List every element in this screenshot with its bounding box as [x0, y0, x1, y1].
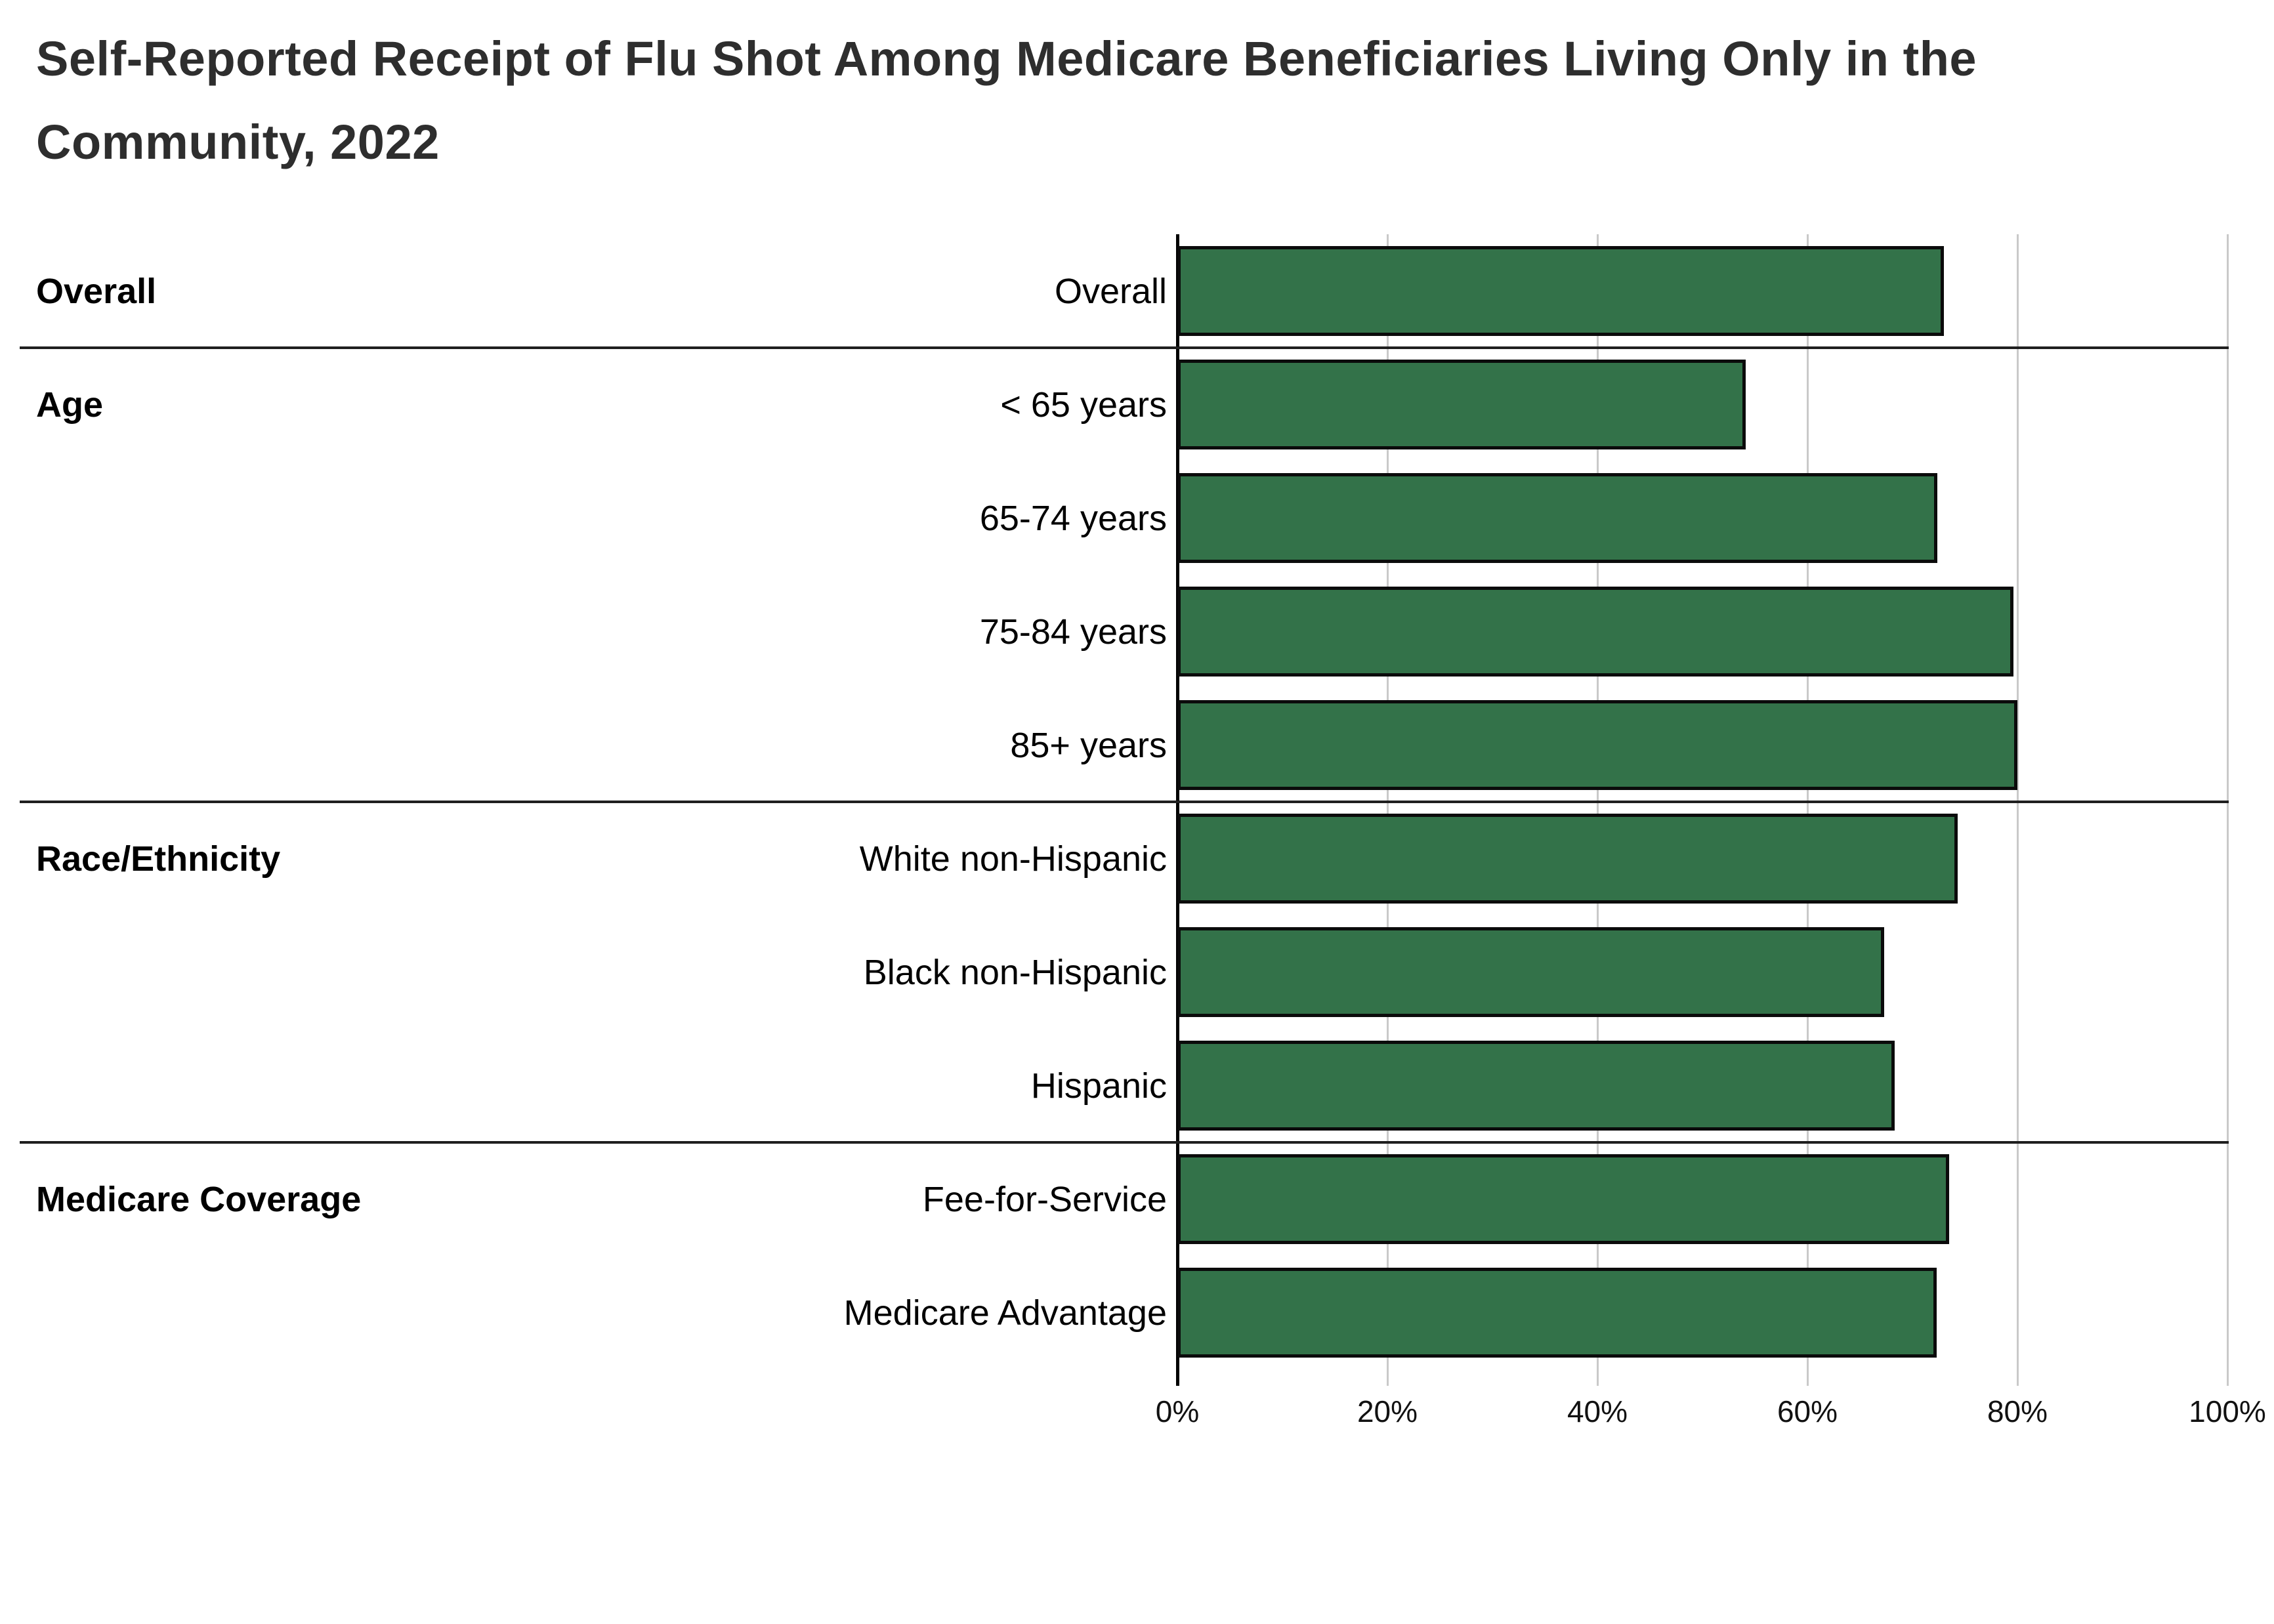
chart-row: Medicare Advantage	[0, 1256, 2274, 1369]
chart-title: Self-Reported Receipt of Flu Shot Among …	[36, 17, 2254, 184]
category-label: 65-74 years	[979, 498, 1167, 538]
bar	[1177, 246, 1944, 336]
chart-row: < 65 years	[0, 348, 2274, 461]
chart-row: White non-Hispanic	[0, 802, 2274, 915]
group-separator	[20, 801, 2229, 803]
category-label: 85+ years	[1010, 725, 1167, 765]
chart-row: 85+ years	[0, 688, 2274, 802]
chart-row: Fee-for-Service	[0, 1142, 2274, 1256]
bar	[1177, 1041, 1895, 1131]
category-label: < 65 years	[1000, 385, 1167, 425]
chart-row: Black non-Hispanic	[0, 915, 2274, 1029]
bar	[1177, 1268, 1937, 1358]
gridline-40	[1596, 234, 1599, 1386]
bar	[1177, 473, 1938, 563]
chart-row: Overall	[0, 234, 2274, 348]
group-label: Age	[36, 385, 104, 425]
bar	[1177, 700, 2017, 790]
bar	[1177, 814, 1958, 904]
category-label: Medicare Advantage	[843, 1293, 1167, 1333]
chart-title-line2: Community, 2022	[36, 115, 440, 170]
gridline-100	[2226, 234, 2229, 1386]
x-tick-label: 40%	[1567, 1394, 1628, 1428]
gridline-80	[2016, 234, 2019, 1386]
bar	[1177, 587, 2013, 677]
category-label: 75-84 years	[979, 612, 1167, 652]
chart-row: 65-74 years	[0, 461, 2274, 575]
bar	[1177, 360, 1746, 449]
y-axis-line	[1175, 234, 1179, 1386]
group-label: Overall	[36, 271, 157, 311]
group-label: Medicare Coverage	[36, 1179, 362, 1219]
bar	[1177, 1154, 1949, 1244]
group-label: Race/Ethnicity	[36, 839, 281, 879]
x-tick-label: 60%	[1777, 1394, 1838, 1428]
chart-title-line1: Self-Reported Receipt of Flu Shot Among …	[36, 31, 1977, 86]
gridline-20	[1386, 234, 1389, 1386]
gridline-60	[1806, 234, 1809, 1386]
category-label: Black non-Hispanic	[863, 952, 1167, 992]
category-label: Fee-for-Service	[922, 1179, 1167, 1219]
category-label: White non-Hispanic	[859, 839, 1167, 879]
bar	[1177, 927, 1884, 1017]
chart-row: 75-84 years	[0, 575, 2274, 688]
x-tick-label: 100%	[2189, 1394, 2266, 1428]
category-label: Overall	[1054, 271, 1167, 311]
chart-row: Hispanic	[0, 1029, 2274, 1142]
x-tick-label: 20%	[1357, 1394, 1418, 1428]
group-separator	[20, 346, 2229, 349]
x-tick-label: 0%	[1155, 1394, 1200, 1428]
group-separator	[20, 1141, 2229, 1144]
category-label: Hispanic	[1030, 1066, 1167, 1106]
x-tick-label: 80%	[1987, 1394, 2048, 1428]
